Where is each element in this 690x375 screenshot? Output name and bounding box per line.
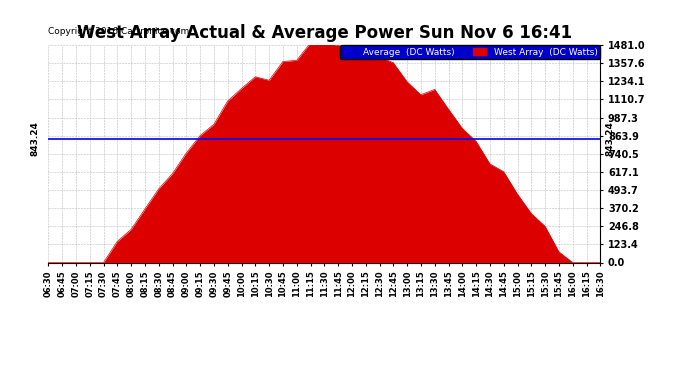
- Text: 843.24: 843.24: [30, 121, 39, 156]
- Text: 843.24: 843.24: [606, 121, 615, 156]
- Text: Copyright 2016 Cartronics.com: Copyright 2016 Cartronics.com: [48, 27, 190, 36]
- Legend: Average  (DC Watts), West Array  (DC Watts): Average (DC Watts), West Array (DC Watts…: [339, 45, 600, 59]
- Title: West Array Actual & Average Power Sun Nov 6 16:41: West Array Actual & Average Power Sun No…: [77, 24, 572, 42]
